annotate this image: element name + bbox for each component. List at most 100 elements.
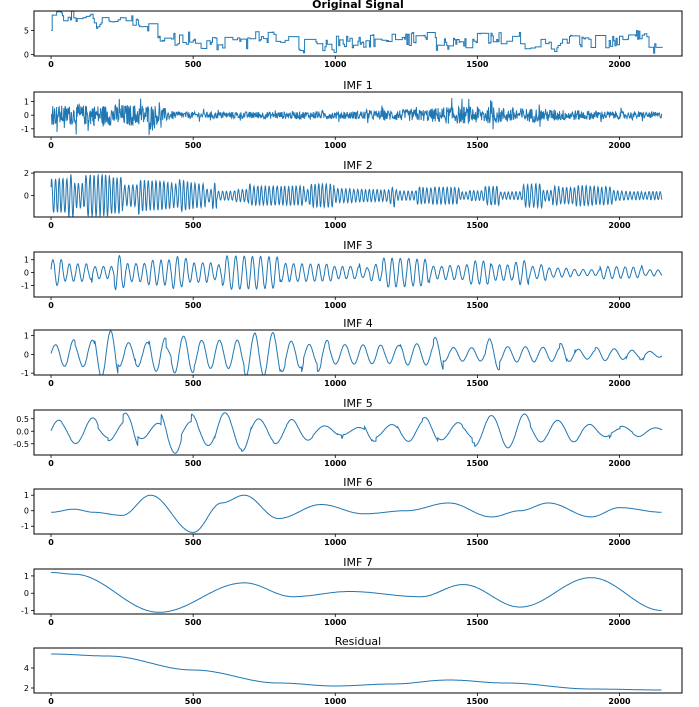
x-tick-label: 1000 <box>324 618 347 627</box>
subplot-5: IMF 5 0 500 1000 1500 2000 -0.5 0.0 0.5 <box>13 397 683 468</box>
axes-frame <box>33 251 683 298</box>
y-tick-label: 0 <box>24 350 29 359</box>
x-tick-label: 1500 <box>466 60 489 69</box>
x-tick-label: 500 <box>185 221 202 230</box>
subplot-title: IMF 6 <box>343 476 373 489</box>
x-tick-label: 0 <box>48 141 54 150</box>
x-tick-label: 0 <box>48 697 54 706</box>
y-tick-label: -0.5 <box>13 440 29 449</box>
axes-frame <box>33 568 683 615</box>
y-tick-label: 0 <box>24 507 29 516</box>
subplot-title: Residual <box>335 635 381 648</box>
subplot-3: IMF 3 0 500 1000 1500 2000 -1 0 1 <box>21 239 683 310</box>
x-tick-label: 0 <box>48 221 54 230</box>
subplot-title: IMF 2 <box>343 159 373 172</box>
signal-line <box>50 173 663 217</box>
x-tick-label: 1500 <box>466 618 489 627</box>
x-tick-label: 1000 <box>324 60 347 69</box>
x-tick-label: 1500 <box>466 697 489 706</box>
axes-frame <box>33 329 683 376</box>
y-tick-label: -1 <box>21 522 29 531</box>
axes-frame <box>33 171 683 218</box>
x-tick-label: 500 <box>185 697 202 706</box>
signal-line <box>51 653 662 691</box>
y-tick-label: 0.0 <box>16 427 29 436</box>
y-tick-label: 1 <box>24 98 29 107</box>
y-tick-label: 2 <box>24 169 29 178</box>
y-tick-label: 1 <box>24 332 29 341</box>
y-tick-label: 1 <box>24 572 29 581</box>
x-tick-label: 1000 <box>324 697 347 706</box>
x-tick-label: 1500 <box>466 301 489 310</box>
y-tick-label: 0 <box>24 269 29 278</box>
x-tick-label: 1500 <box>466 459 489 468</box>
x-tick-label: 1500 <box>466 379 489 388</box>
x-tick-label: 0 <box>48 301 54 310</box>
signal-line <box>50 254 663 291</box>
x-tick-label: 500 <box>185 538 202 547</box>
y-tick-label: -1 <box>21 281 29 290</box>
y-tick-label: 0 <box>24 51 29 60</box>
x-tick-label: 500 <box>185 379 202 388</box>
x-tick-label: 1000 <box>324 379 347 388</box>
y-tick-label: -1 <box>21 125 29 134</box>
y-tick-label: 0.5 <box>16 415 29 424</box>
x-tick-label: 0 <box>48 60 54 69</box>
axes-frame <box>33 409 683 456</box>
y-tick-label: 0 <box>24 111 29 120</box>
x-tick-label: 2000 <box>608 459 631 468</box>
axes-frame <box>33 91 683 138</box>
x-tick-label: 1000 <box>324 141 347 150</box>
x-tick-label: 1000 <box>324 538 347 547</box>
y-tick-label: 1 <box>24 256 29 265</box>
signal-line <box>50 412 663 454</box>
x-tick-label: 500 <box>185 141 202 150</box>
y-tick-label: 0 <box>24 192 29 201</box>
x-tick-label: 1000 <box>324 221 347 230</box>
subplot-2: IMF 2 0 500 1000 1500 2000 0 2 <box>24 159 683 230</box>
x-tick-label: 2000 <box>608 697 631 706</box>
x-tick-label: 500 <box>185 459 202 468</box>
axes-frame <box>33 488 683 535</box>
subplot-title: IMF 4 <box>343 317 373 330</box>
y-tick-label: 1 <box>24 491 29 500</box>
y-tick-label: 4 <box>24 664 29 673</box>
y-tick-label: 2 <box>24 684 29 693</box>
signal-line <box>51 572 662 613</box>
subplot-title: IMF 7 <box>343 556 373 569</box>
subplot-4: IMF 4 0 500 1000 1500 2000 -1 0 1 <box>21 317 683 388</box>
x-tick-label: 1000 <box>324 459 347 468</box>
x-tick-label: 1000 <box>324 301 347 310</box>
x-tick-label: 0 <box>48 618 54 627</box>
subplot-0: Original Signal 0 500 1000 1500 2000 0 5 <box>24 0 683 69</box>
x-tick-label: 2000 <box>608 221 631 230</box>
subplot-8: Residual 0 500 1000 1500 2000 2 4 <box>24 635 683 706</box>
x-tick-label: 2000 <box>608 141 631 150</box>
y-tick-label: 0 <box>24 589 29 598</box>
x-tick-label: 500 <box>185 60 202 69</box>
subplot-title: Original Signal <box>312 0 404 11</box>
signal-line <box>50 97 663 136</box>
x-tick-label: 1500 <box>466 221 489 230</box>
x-tick-label: 2000 <box>608 538 631 547</box>
signal-line <box>51 11 663 54</box>
subplot-title: IMF 5 <box>343 397 373 410</box>
x-tick-label: 0 <box>48 459 54 468</box>
x-tick-label: 2000 <box>608 301 631 310</box>
x-tick-label: 500 <box>185 301 202 310</box>
subplot-6: IMF 6 0 500 1000 1500 2000 -1 0 1 <box>21 476 683 547</box>
axes-frame <box>33 647 683 694</box>
subplot-7: IMF 7 0 500 1000 1500 2000 -1 0 1 <box>21 556 683 627</box>
signal-line <box>50 330 663 375</box>
x-tick-label: 2000 <box>608 379 631 388</box>
subplot-title: IMF 3 <box>343 239 373 252</box>
signal-line <box>51 494 662 533</box>
y-tick-label: -1 <box>21 369 29 378</box>
x-tick-label: 0 <box>48 538 54 547</box>
axes-frame <box>33 10 683 57</box>
y-tick-label: 5 <box>24 26 29 35</box>
subplot-title: IMF 1 <box>343 79 373 92</box>
x-tick-label: 2000 <box>608 618 631 627</box>
y-tick-label: -1 <box>21 607 29 616</box>
